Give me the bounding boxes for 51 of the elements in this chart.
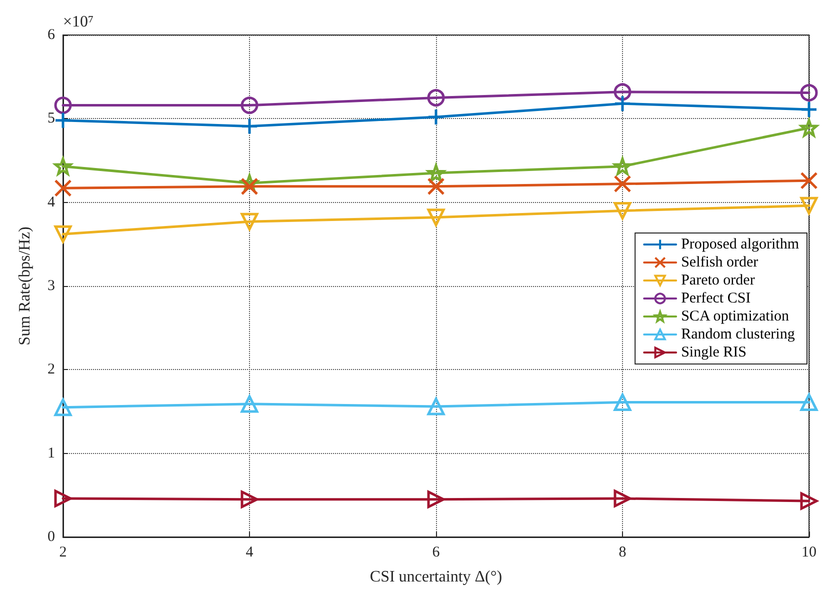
y-tick-label: 5 <box>48 110 55 127</box>
point <box>427 108 445 126</box>
point <box>240 117 258 135</box>
y-tick-label: 3 <box>48 278 55 294</box>
point <box>800 100 818 118</box>
y-tick-label: 1 <box>48 445 55 462</box>
point <box>54 490 72 508</box>
point <box>427 490 445 508</box>
point <box>800 196 818 214</box>
y-tick-label: 0 <box>48 529 55 545</box>
legend-label: Random clustering <box>681 326 796 342</box>
x-tick-label: 6 <box>432 544 440 560</box>
point <box>800 492 818 510</box>
point <box>614 202 632 220</box>
point <box>54 96 72 114</box>
point <box>54 398 72 416</box>
point <box>240 490 258 508</box>
point <box>240 212 258 230</box>
x-tick-label: 2 <box>59 544 67 560</box>
point <box>54 225 72 243</box>
y-tick-label: 4 <box>48 194 56 210</box>
legend-label: Single RIS <box>681 344 747 360</box>
point <box>800 172 818 190</box>
text: ×10⁷ <box>63 14 94 30</box>
x-axis-title: CSI uncertainty Δ(°) <box>370 568 502 586</box>
point <box>54 179 72 197</box>
y-tick-label: 2 <box>48 362 55 378</box>
point <box>614 490 632 508</box>
point <box>614 94 632 112</box>
point <box>427 89 445 106</box>
point <box>800 84 818 102</box>
point <box>240 395 258 413</box>
point <box>240 96 258 114</box>
point <box>614 394 632 412</box>
point <box>800 394 818 412</box>
point <box>614 83 632 101</box>
x-tick-label: 4 <box>246 544 254 560</box>
legend-label: Selfish order <box>681 254 758 270</box>
x-tick-label: 10 <box>802 544 816 560</box>
y-tick-label: 6 <box>48 27 56 43</box>
point <box>614 175 632 193</box>
y-axis-title: Sum Rate(bps/Hz) <box>16 226 34 346</box>
point <box>427 208 445 226</box>
x-tick-label: 8 <box>618 544 626 560</box>
point <box>427 178 445 196</box>
legend-label: Perfect CSI <box>681 290 751 306</box>
legend-label: SCA optimization <box>681 308 790 324</box>
legend-label: Pareto order <box>681 272 755 288</box>
point <box>427 398 445 416</box>
legend-label: Proposed algorithm <box>681 236 800 252</box>
point <box>54 112 72 130</box>
